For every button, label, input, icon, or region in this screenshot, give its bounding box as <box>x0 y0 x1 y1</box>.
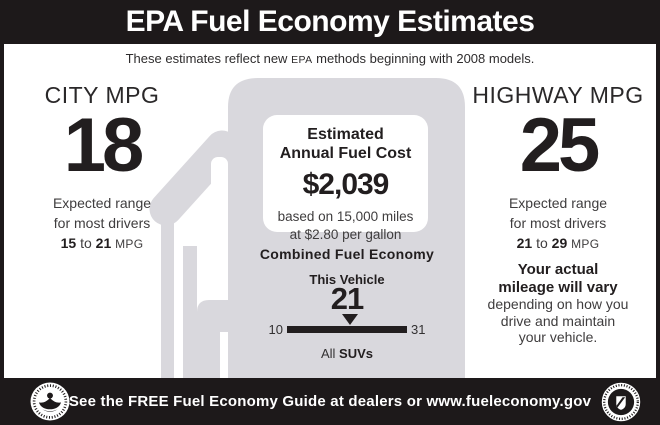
variance-bold-line1: Your actual <box>517 261 599 278</box>
vehicle-class-name: SUVs <box>339 346 374 361</box>
annual-fuel-cost-card: Estimated Annual Fuel Cost $2,039 based … <box>263 115 428 242</box>
combined-fuel-economy-heading: Combined Fuel Economy <box>259 246 435 262</box>
highway-mpg-value: 25 <box>519 103 601 188</box>
doe-seal-icon <box>600 381 642 423</box>
highway-range-unit: MPG <box>571 236 600 251</box>
highway-mpg-heading: HIGHWAY MPG <box>472 82 644 108</box>
notice-epa-abbr: EPA <box>291 54 313 66</box>
variance-line3: depending on how you <box>487 296 629 312</box>
footer-message: See the FREE Fuel Economy Guide at deale… <box>68 393 592 410</box>
variance-line5: your vehicle. <box>518 329 598 345</box>
city-range-unit: MPG <box>115 236 144 251</box>
epa-seal-icon <box>30 382 70 421</box>
cost-title-line1: Estimated <box>307 126 384 143</box>
page-title: EPA Fuel Economy Estimates <box>125 5 535 38</box>
highway-range-high: 29 <box>551 234 568 251</box>
highway-range-line2: for most drivers <box>509 214 607 231</box>
scale-max-label: 31 <box>411 321 426 337</box>
city-range-conj: to <box>80 234 92 251</box>
cost-basis-line1: based on 15,000 miles <box>277 209 414 224</box>
this-vehicle-label: This Vehicle <box>309 272 385 287</box>
city-range-line2: for most drivers <box>53 214 151 231</box>
methods-notice: These estimates reflect new EPA methods … <box>0 51 660 66</box>
city-mpg-heading: CITY MPG <box>44 82 160 108</box>
highway-range-line1: Expected range <box>508 194 608 211</box>
header-bar: EPA Fuel Economy Estimates <box>0 0 660 44</box>
highway-expected-range: Expected range for most drivers 21 to 29… <box>468 193 648 254</box>
city-range-low: 15 <box>60 234 77 251</box>
city-mpg-section: CITY MPG 18 Expected range for most driv… <box>12 82 192 254</box>
combined-marker-triangle <box>341 313 358 325</box>
left-border <box>0 0 4 425</box>
highway-mpg-section: HIGHWAY MPG 25 Expected range for most d… <box>468 82 648 254</box>
annual-fuel-cost-amount: $2,039 <box>302 168 390 201</box>
vehicle-class-prefix: All <box>320 346 336 361</box>
mileage-variance-note: Your actual mileage will vary depending … <box>466 261 650 346</box>
vehicle-class-label: All SUVs <box>252 346 442 361</box>
notice-text-post: methods beginning with 2008 models. <box>316 51 535 66</box>
scale-min-label: 10 <box>268 321 283 337</box>
highway-range-conj: to <box>536 234 548 251</box>
annual-fuel-cost-title: Estimated Annual Fuel Cost <box>263 125 428 163</box>
city-mpg-value: 18 <box>63 103 145 188</box>
footer-bar: See the FREE Fuel Economy Guide at deale… <box>0 378 660 425</box>
scale-bar <box>287 313 407 333</box>
city-range-line1: Expected range <box>52 194 152 211</box>
right-border <box>656 0 660 425</box>
combined-scale: 10 31 <box>252 313 442 338</box>
combined-mpg-value: 21 <box>330 281 364 316</box>
highway-range-low: 21 <box>516 234 533 251</box>
cost-title-line2: Annual Fuel Cost <box>279 145 412 162</box>
city-expected-range: Expected range for most drivers 15 to 21… <box>12 193 192 254</box>
variance-bold-line2: mileage will vary <box>498 278 618 296</box>
city-range-high: 21 <box>95 234 112 251</box>
annual-fuel-cost-basis: based on 15,000 miles at $2.80 per gallo… <box>263 208 428 244</box>
variance-line4: drive and maintain <box>500 312 616 329</box>
notice-text-pre: These estimates reflect new <box>125 51 288 66</box>
cost-basis-line2: at $2.80 per gallon <box>289 227 402 242</box>
